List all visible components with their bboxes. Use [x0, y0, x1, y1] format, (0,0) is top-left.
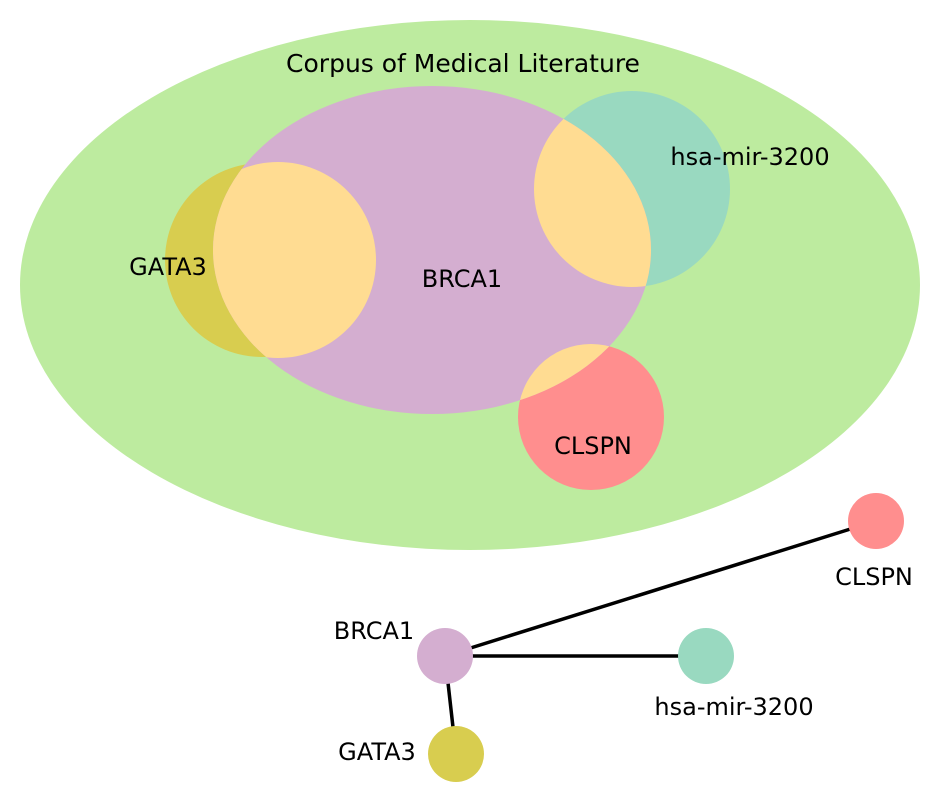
node-brca1-label: BRCA1: [334, 617, 414, 645]
network-graph: BRCA1 CLSPN hsa-mir-3200 GATA3: [334, 493, 913, 782]
node-clspn[interactable]: CLSPN: [835, 493, 913, 591]
hsa-mir-3200-set-label: hsa-mir-3200: [670, 143, 829, 171]
brca1-set-label: BRCA1: [422, 265, 502, 293]
brca1-gata3-overlap: [213, 162, 376, 358]
clspn-set-label: CLSPN: [554, 432, 632, 460]
node-hsa-mir-3200-circle[interactable]: [678, 628, 734, 684]
node-gata3-label: GATA3: [338, 738, 416, 766]
edge-brca1-clspn: [443, 519, 878, 658]
gata3-set-label: GATA3: [129, 253, 207, 281]
node-brca1[interactable]: BRCA1: [334, 617, 473, 684]
euler-diagram: Corpus of Medical Literature BRCA1 GATA3…: [20, 20, 920, 550]
node-gata3-circle[interactable]: [428, 726, 484, 782]
corpus-title: Corpus of Medical Literature: [286, 49, 640, 78]
node-clspn-circle[interactable]: [848, 493, 904, 549]
node-gata3[interactable]: GATA3: [338, 726, 484, 782]
node-brca1-circle[interactable]: [417, 628, 473, 684]
brca1-hsa-mir-3200-overlap: [534, 91, 651, 287]
node-clspn-label: CLSPN: [835, 563, 913, 591]
node-hsa-mir-3200[interactable]: hsa-mir-3200: [654, 628, 814, 721]
node-hsa-mir-3200-label: hsa-mir-3200: [654, 693, 813, 721]
